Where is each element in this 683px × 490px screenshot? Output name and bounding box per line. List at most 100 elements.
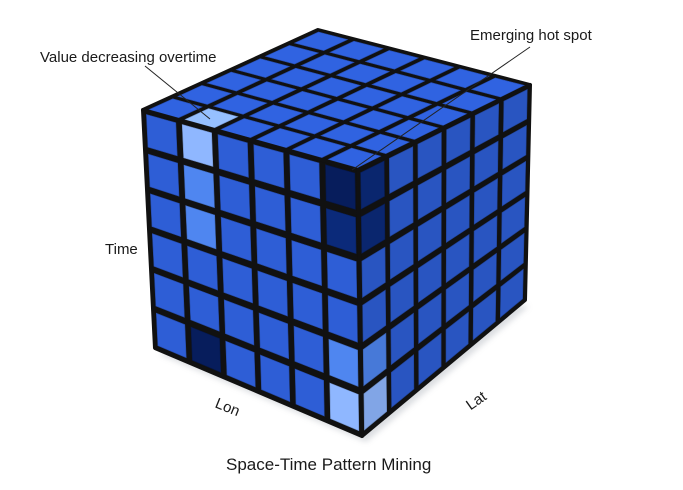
right-cell — [360, 203, 386, 254]
top-cell — [364, 50, 420, 70]
right-cell — [501, 160, 527, 207]
front-cell — [187, 245, 218, 291]
front-cell — [254, 186, 286, 232]
value-decreasing-label: Value decreasing overtime — [40, 49, 217, 66]
front-cell — [257, 270, 288, 317]
top-cell — [248, 104, 304, 125]
right-cell — [474, 140, 499, 187]
right-cell — [445, 233, 470, 284]
right-cell — [390, 312, 415, 366]
top-cell — [470, 77, 526, 98]
front-cell — [293, 325, 324, 374]
front-cell — [190, 326, 222, 373]
front-cell — [256, 228, 287, 274]
right-cell — [363, 375, 388, 431]
front-cell — [325, 164, 356, 210]
hot-spot-pointer — [351, 46, 531, 171]
front-cell — [291, 240, 322, 287]
right-cell — [474, 103, 500, 148]
callout-lines — [144, 46, 531, 171]
top-cell — [335, 63, 391, 84]
front-cell — [223, 299, 255, 346]
right-cell — [418, 292, 442, 345]
front-cell — [327, 295, 358, 343]
front-cell — [217, 134, 249, 178]
right-cell — [500, 232, 525, 281]
top-cell — [206, 71, 262, 92]
front-cell — [258, 312, 290, 360]
front-cell — [185, 205, 217, 250]
right-cell — [473, 252, 497, 302]
right-cell — [390, 354, 415, 409]
front-cell — [253, 144, 285, 189]
top-cell — [400, 59, 455, 79]
right-cell — [418, 332, 442, 386]
right-cell — [360, 160, 385, 210]
top-cell — [377, 96, 433, 117]
top-cell — [177, 85, 233, 105]
right-cell — [417, 131, 442, 179]
front-cell — [148, 153, 180, 197]
time-axis-label: Time — [105, 241, 138, 258]
right-cell — [361, 246, 386, 298]
right-cell — [417, 212, 442, 262]
top-cell — [264, 45, 320, 65]
front-cell — [220, 216, 252, 262]
front-cell — [146, 114, 178, 157]
front-cell — [155, 312, 187, 359]
front-cell — [289, 154, 321, 200]
right-cell — [472, 290, 497, 341]
front-cell — [188, 286, 220, 332]
top-cell — [271, 67, 326, 88]
front-cell — [181, 124, 214, 167]
top-cell — [313, 100, 368, 121]
front-cell — [153, 272, 185, 318]
top-cell — [413, 105, 468, 126]
front-cell — [150, 193, 182, 238]
front-cell — [225, 340, 256, 388]
top-cell — [442, 91, 497, 112]
top-cell — [212, 94, 268, 115]
top-cell — [277, 90, 333, 111]
right-cell — [501, 196, 526, 244]
top-cell — [300, 54, 355, 74]
right-cell — [473, 178, 498, 225]
top-cell — [241, 81, 297, 102]
value-decreasing-pointer — [144, 65, 211, 120]
front-cell — [325, 208, 357, 255]
right-cell — [499, 268, 524, 318]
right-cell — [389, 229, 414, 280]
front-cell — [328, 338, 359, 387]
emerging-hot-spot-label: Emerging hot spot — [470, 27, 592, 44]
front-cell — [290, 197, 322, 243]
front-cell — [294, 368, 325, 417]
right-cell — [445, 195, 470, 244]
front-cell — [260, 354, 291, 402]
top-cell — [384, 119, 440, 140]
front-cell — [292, 282, 323, 330]
right-cell — [445, 272, 470, 324]
right-cell — [390, 271, 414, 323]
top-cell — [371, 72, 426, 93]
right-cell — [388, 146, 414, 195]
top-cell — [342, 86, 397, 107]
top-cell — [320, 123, 375, 145]
right-cell — [417, 172, 442, 220]
front-cell — [329, 382, 360, 432]
right-cell — [502, 124, 527, 170]
top-cell — [348, 110, 404, 131]
right-cell — [473, 215, 498, 264]
front-cell — [222, 258, 253, 304]
right-cell — [445, 311, 469, 364]
top-cell — [406, 82, 461, 103]
cube-front-face — [141, 108, 364, 438]
cube-right-face — [356, 83, 532, 438]
figure-caption: Space-Time Pattern Mining — [226, 455, 432, 474]
right-cell — [362, 289, 387, 343]
top-cell — [329, 40, 384, 61]
front-cell — [151, 233, 183, 278]
front-cell — [326, 251, 358, 299]
right-cell — [503, 89, 528, 133]
front-cell — [219, 175, 251, 220]
